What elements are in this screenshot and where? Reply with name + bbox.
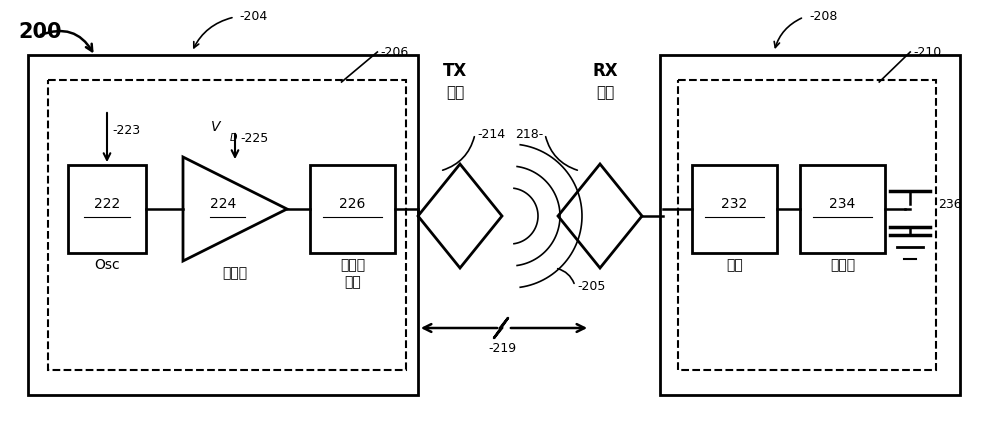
Text: 驱驶员: 驱驶员 <box>222 266 248 280</box>
Bar <box>692 165 777 253</box>
Text: D: D <box>230 133 238 143</box>
Text: 232: 232 <box>721 197 748 211</box>
Text: 线圈: 线圈 <box>446 85 464 100</box>
Text: 线圈: 线圈 <box>596 85 614 100</box>
Text: 224: 224 <box>210 197 236 211</box>
Bar <box>800 165 885 253</box>
Text: -205: -205 <box>577 279 605 293</box>
Text: -214: -214 <box>477 127 505 140</box>
Text: RX: RX <box>592 62 618 80</box>
Text: 226: 226 <box>339 197 366 211</box>
Text: 218-: 218- <box>515 127 543 140</box>
Text: -204: -204 <box>240 10 268 23</box>
Bar <box>28 55 418 395</box>
Bar <box>310 165 395 253</box>
Text: 234: 234 <box>829 197 856 211</box>
Text: -225: -225 <box>240 132 268 145</box>
Text: 整流器: 整流器 <box>830 258 855 272</box>
Text: -208: -208 <box>809 10 837 23</box>
Bar <box>660 55 960 395</box>
Bar <box>678 80 936 370</box>
Text: 222: 222 <box>94 197 120 211</box>
Text: -206: -206 <box>380 45 409 58</box>
Bar <box>48 80 406 370</box>
Text: TX: TX <box>443 62 467 80</box>
Text: Osc: Osc <box>94 258 120 272</box>
Text: 匹配: 匹配 <box>726 258 743 272</box>
Text: 200: 200 <box>18 22 62 42</box>
Text: -210: -210 <box>913 45 941 58</box>
Text: -223: -223 <box>112 123 140 136</box>
Text: 236: 236 <box>938 197 962 210</box>
Text: 滤波，
匹配: 滤波， 匹配 <box>340 258 365 289</box>
Text: V: V <box>210 120 220 134</box>
Bar <box>68 165 146 253</box>
Text: -219: -219 <box>488 342 516 355</box>
